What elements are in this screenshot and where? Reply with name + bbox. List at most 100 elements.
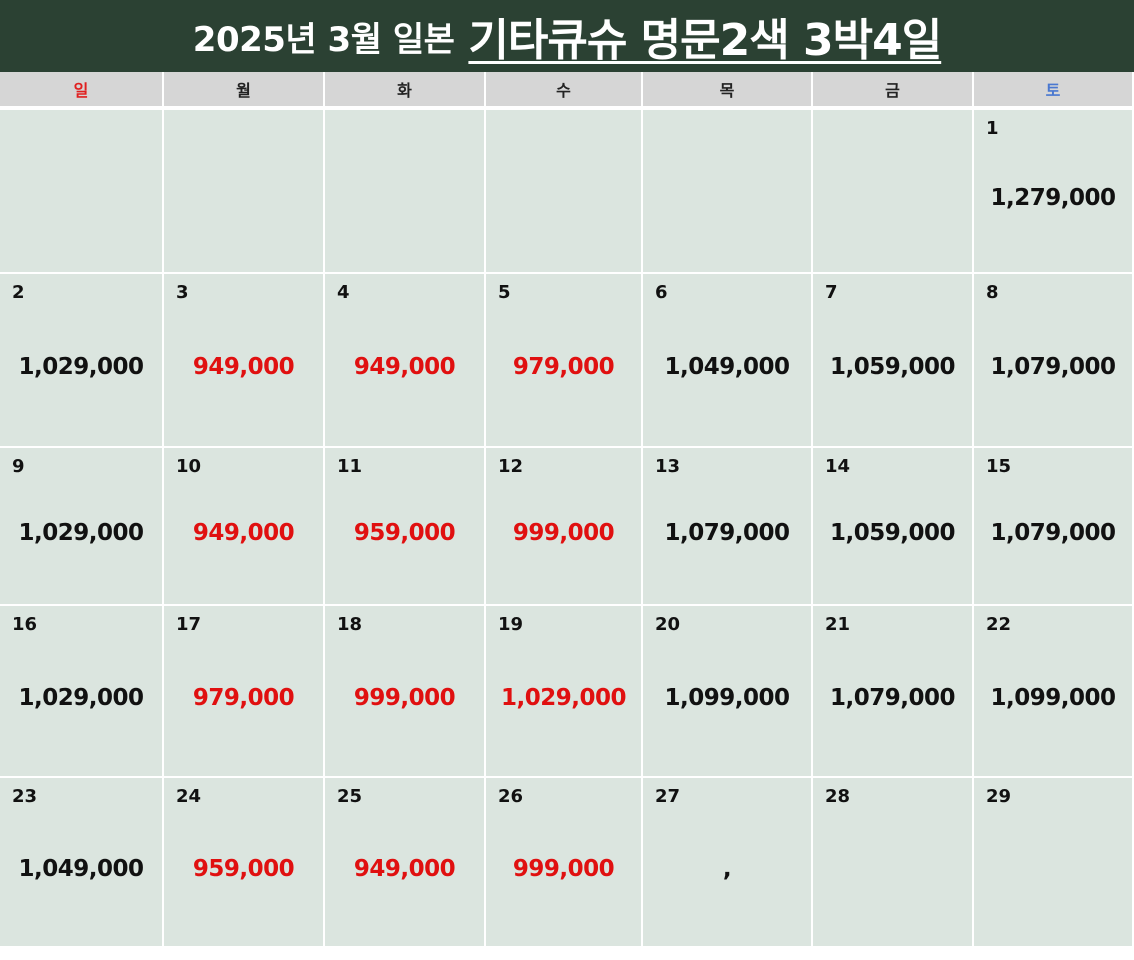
day-price: 949,000 — [192, 520, 295, 546]
calendar-day-cell[interactable]: 28 — [813, 778, 974, 948]
day-price: 1,099,000 — [664, 685, 791, 711]
calendar-day-cell[interactable] — [486, 110, 643, 274]
calendar-day-cell[interactable]: 9 1,029,000 — [0, 448, 164, 606]
day-price: 959,000 — [192, 856, 295, 882]
calendar-day-cell[interactable]: 25 949,000 — [325, 778, 486, 948]
day-price: 1,079,000 — [990, 354, 1117, 380]
day-price: 1,279,000 — [990, 185, 1117, 211]
day-price: 999,000 — [512, 856, 615, 882]
day-number: 2 — [12, 282, 25, 303]
day-price: 1,099,000 — [990, 685, 1117, 711]
calendar-day-cell[interactable]: 17 979,000 — [164, 606, 325, 778]
calendar-day-cell[interactable]: 11 959,000 — [325, 448, 486, 606]
day-price: 999,000 — [353, 685, 456, 711]
calendar-day-cell[interactable] — [643, 110, 813, 274]
day-price: 1,079,000 — [664, 520, 791, 546]
calendar-day-cell[interactable]: 20 1,099,000 — [643, 606, 813, 778]
calendar-day-cell[interactable]: 29 — [974, 778, 1134, 948]
calendar-day-cell[interactable]: 10 949,000 — [164, 448, 325, 606]
day-number: 22 — [986, 614, 1012, 635]
day-price: 979,000 — [512, 354, 615, 380]
weekday-mon: 월 — [164, 72, 325, 108]
weekday-sun: 일 — [0, 72, 164, 108]
day-price: 1,049,000 — [664, 354, 791, 380]
day-number: 6 — [655, 282, 668, 303]
calendar-day-cell[interactable]: 22 1,099,000 — [974, 606, 1134, 778]
calendar-day-cell[interactable]: 24 959,000 — [164, 778, 325, 948]
calendar-day-cell[interactable]: 26 999,000 — [486, 778, 643, 948]
day-price: 999,000 — [512, 520, 615, 546]
weekday-thu: 목 — [643, 72, 813, 108]
day-price: 1,079,000 — [830, 685, 956, 711]
day-price: 1,059,000 — [830, 354, 956, 380]
calendar-day-cell[interactable] — [164, 110, 325, 274]
day-price: 1,029,000 — [18, 685, 145, 711]
day-number: 20 — [655, 614, 681, 635]
page-title: 2025년 3월 일본 — [192, 19, 455, 60]
calendar-day-cell[interactable]: 14 1,059,000 — [813, 448, 974, 606]
day-number: 11 — [337, 456, 363, 477]
day-number: 1 — [986, 118, 999, 139]
day-number: 8 — [986, 282, 999, 303]
day-price: 979,000 — [192, 685, 295, 711]
page-title-highlight: 기타큐슈 명문2색 3박4일 — [468, 15, 942, 66]
weekday-sat: 토 — [974, 72, 1134, 108]
day-number: 5 — [498, 282, 511, 303]
day-number: 15 — [986, 456, 1012, 477]
weekday-wed: 수 — [486, 72, 643, 108]
calendar-day-cell[interactable]: 21 1,079,000 — [813, 606, 974, 778]
calendar-day-cell[interactable]: 7 1,059,000 — [813, 274, 974, 448]
day-number: 14 — [825, 456, 851, 477]
day-number: 29 — [986, 786, 1012, 807]
day-number: 18 — [337, 614, 363, 635]
day-number: 19 — [498, 614, 524, 635]
weekday-fri: 금 — [813, 72, 974, 108]
day-number: 3 — [176, 282, 189, 303]
calendar-day-cell[interactable] — [325, 110, 486, 274]
calendar-day-cell[interactable] — [813, 110, 974, 274]
day-number: 4 — [337, 282, 350, 303]
day-price: 1,079,000 — [990, 520, 1117, 546]
day-price: 1,029,000 — [501, 685, 627, 711]
calendar-day-cell[interactable]: 8 1,079,000 — [974, 274, 1134, 448]
day-number: 26 — [498, 786, 524, 807]
day-number: 12 — [498, 456, 524, 477]
day-number: 23 — [12, 786, 38, 807]
calendar-day-cell[interactable]: 12 999,000 — [486, 448, 643, 606]
day-number: 24 — [176, 786, 202, 807]
calendar-day-cell[interactable]: 5 979,000 — [486, 274, 643, 448]
day-number: 7 — [825, 282, 838, 303]
day-number: 25 — [337, 786, 363, 807]
page-header: 2025년 3월 일본 기타큐슈 명문2색 3박4일 — [0, 0, 1134, 72]
weekday-header-row: 일 월 화 수 목 금 토 — [0, 72, 1134, 108]
calendar-day-cell[interactable]: 23 1,049,000 — [0, 778, 164, 948]
calendar-day-cell[interactable] — [0, 110, 164, 274]
calendar-day-cell[interactable]: 3 949,000 — [164, 274, 325, 448]
day-number: 10 — [176, 456, 202, 477]
day-number: 13 — [655, 456, 681, 477]
day-price: 949,000 — [192, 354, 295, 380]
calendar-day-cell[interactable]: 27, — [643, 778, 813, 948]
calendar-day-cell[interactable]: 4 949,000 — [325, 274, 486, 448]
calendar-day-cell[interactable]: 13 1,079,000 — [643, 448, 813, 606]
calendar-day-cell[interactable]: 1 1,279,000 — [974, 110, 1134, 274]
day-price: 959,000 — [353, 520, 456, 546]
day-number: 16 — [12, 614, 38, 635]
calendar-day-cell[interactable]: 18 999,000 — [325, 606, 486, 778]
day-price: 1,049,000 — [18, 856, 145, 882]
day-price: 1,059,000 — [830, 520, 956, 546]
day-price: 949,000 — [353, 856, 456, 882]
day-number: 9 — [12, 456, 25, 477]
day-number: 28 — [825, 786, 851, 807]
calendar-day-cell[interactable]: 2 1,029,000 — [0, 274, 164, 448]
day-price: 949,000 — [353, 354, 456, 380]
weekday-tue: 화 — [325, 72, 486, 108]
day-price: , — [722, 856, 732, 882]
calendar-day-cell[interactable]: 15 1,079,000 — [974, 448, 1134, 606]
calendar-grid: 1 1,279,000 2 1,029,000 3 949,000 4 949,000 5 979… — [0, 110, 1134, 948]
calendar-day-cell[interactable]: 19 1,029,000 — [486, 606, 643, 778]
calendar-day-cell[interactable]: 16 1,029,000 — [0, 606, 164, 778]
day-number: 27 — [655, 786, 681, 807]
day-number: 21 — [825, 614, 851, 635]
calendar-day-cell[interactable]: 6 1,049,000 — [643, 274, 813, 448]
